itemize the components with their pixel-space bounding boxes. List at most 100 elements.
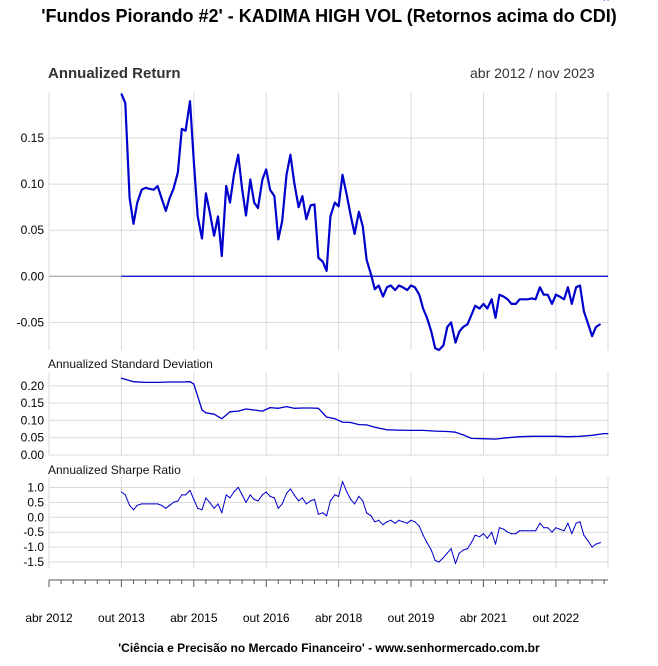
data-point-2-64 xyxy=(378,519,380,521)
data-point-2-76 xyxy=(426,542,428,544)
data-point-0-24 xyxy=(217,215,219,217)
data-point-0-18 xyxy=(193,160,195,162)
data-point-0-91 xyxy=(486,307,488,310)
data-point-0-115 xyxy=(583,310,585,312)
data-point-0-77 xyxy=(430,330,432,333)
data-point-0-33 xyxy=(253,201,255,204)
data-point-1-43 xyxy=(506,437,509,439)
xtick-label-0: abr 2012 xyxy=(25,611,73,625)
data-point-1-7 xyxy=(193,383,195,385)
data-point-2-39 xyxy=(277,507,279,509)
data-point-2-54 xyxy=(338,495,340,497)
data-point-0-9 xyxy=(157,185,159,187)
data-point-0-15 xyxy=(181,128,183,130)
data-point-2-117 xyxy=(591,546,593,548)
xtick-label-6: abr 2021 xyxy=(460,611,508,625)
data-point-2-17 xyxy=(189,489,191,492)
data-point-0-100 xyxy=(522,298,525,300)
panel-title-sharpe: Annualized Sharpe Ratio xyxy=(48,463,181,477)
data-point-0-117 xyxy=(591,335,593,337)
ytick-label-2-2: -0.5 xyxy=(23,525,44,539)
data-point-1-17 xyxy=(261,410,263,412)
data-point-2-100 xyxy=(522,530,525,532)
series-line-2 xyxy=(121,481,601,564)
data-point-0-41 xyxy=(285,174,288,176)
data-point-0-87 xyxy=(470,314,472,316)
data-point-2-99 xyxy=(519,530,521,532)
data-point-0-80 xyxy=(442,344,444,346)
data-point-0-7 xyxy=(148,188,151,190)
data-point-2-106 xyxy=(547,527,549,529)
data-point-2-72 xyxy=(410,519,412,521)
data-point-1-30 xyxy=(366,424,368,426)
data-point-2-18 xyxy=(193,498,195,500)
data-point-2-15 xyxy=(181,494,183,496)
data-point-0-46 xyxy=(305,218,307,220)
data-point-2-92 xyxy=(491,531,493,533)
date-range-label: abr 2012 / nov 2023 xyxy=(470,65,595,81)
data-point-1-21 xyxy=(293,407,295,409)
data-point-0-103 xyxy=(534,298,537,300)
data-point-2-53 xyxy=(334,494,336,496)
xtick-label-5: out 2019 xyxy=(388,611,435,625)
data-point-2-56 xyxy=(346,491,348,493)
data-point-0-3 xyxy=(132,223,135,225)
data-point-1-49 xyxy=(579,435,581,437)
data-point-2-115 xyxy=(583,534,585,536)
data-point-2-101 xyxy=(527,530,529,532)
data-point-1-18 xyxy=(269,407,271,409)
data-point-2-5 xyxy=(141,503,143,505)
data-point-0-31 xyxy=(245,214,247,217)
data-point-2-27 xyxy=(229,497,231,499)
data-point-0-13 xyxy=(172,188,175,190)
data-point-0-22 xyxy=(209,211,211,213)
data-point-2-60 xyxy=(362,500,364,502)
data-point-0-29 xyxy=(237,154,239,156)
data-point-0-105 xyxy=(543,294,545,296)
data-point-1-52 xyxy=(607,432,609,435)
data-point-2-47 xyxy=(310,500,312,502)
data-point-2-116 xyxy=(587,540,589,542)
data-point-2-9 xyxy=(157,503,159,505)
data-point-2-118 xyxy=(595,543,597,545)
data-point-1-25 xyxy=(325,416,328,418)
data-point-0-62 xyxy=(370,273,372,276)
data-point-0-59 xyxy=(358,211,360,213)
data-point-2-37 xyxy=(269,495,271,497)
data-point-2-111 xyxy=(567,522,569,524)
ytick-label-1-3: 0.15 xyxy=(21,396,45,410)
data-point-2-61 xyxy=(366,512,368,514)
xtick-label-2: abr 2015 xyxy=(170,611,218,625)
data-point-0-8 xyxy=(153,189,155,191)
data-point-2-86 xyxy=(466,548,469,550)
data-point-0-72 xyxy=(410,284,412,287)
footer-credit: 'Ciência e Precisão no Mercado Financeir… xyxy=(118,641,540,655)
data-point-0-75 xyxy=(422,307,424,310)
data-point-2-23 xyxy=(213,507,215,509)
data-point-2-96 xyxy=(506,531,509,533)
data-point-0-61 xyxy=(366,259,368,261)
data-point-2-94 xyxy=(498,527,500,529)
data-point-0-107 xyxy=(551,303,553,305)
data-point-0-10 xyxy=(160,197,163,199)
data-point-0-49 xyxy=(317,257,319,259)
data-point-2-26 xyxy=(225,494,227,496)
ytick-label-2-4: 0.5 xyxy=(27,495,44,509)
data-point-0-104 xyxy=(539,286,541,288)
data-point-0-56 xyxy=(346,194,348,196)
data-point-2-114 xyxy=(579,521,581,523)
data-point-2-46 xyxy=(305,503,307,505)
xtick-label-7: out 2022 xyxy=(533,611,580,625)
data-point-1-16 xyxy=(253,409,255,411)
data-point-2-83 xyxy=(454,562,457,565)
data-point-0-85 xyxy=(462,326,464,328)
ytick-label-0-0: -0.05 xyxy=(17,315,45,329)
data-point-1-40 xyxy=(470,437,472,439)
data-point-2-40 xyxy=(281,503,283,505)
data-point-2-58 xyxy=(353,503,356,505)
data-point-0-73 xyxy=(414,286,416,288)
data-point-0-67 xyxy=(390,284,392,287)
ytick-label-1-0: 0.00 xyxy=(21,448,45,462)
data-point-0-20 xyxy=(201,237,203,240)
data-point-0-39 xyxy=(277,238,279,241)
